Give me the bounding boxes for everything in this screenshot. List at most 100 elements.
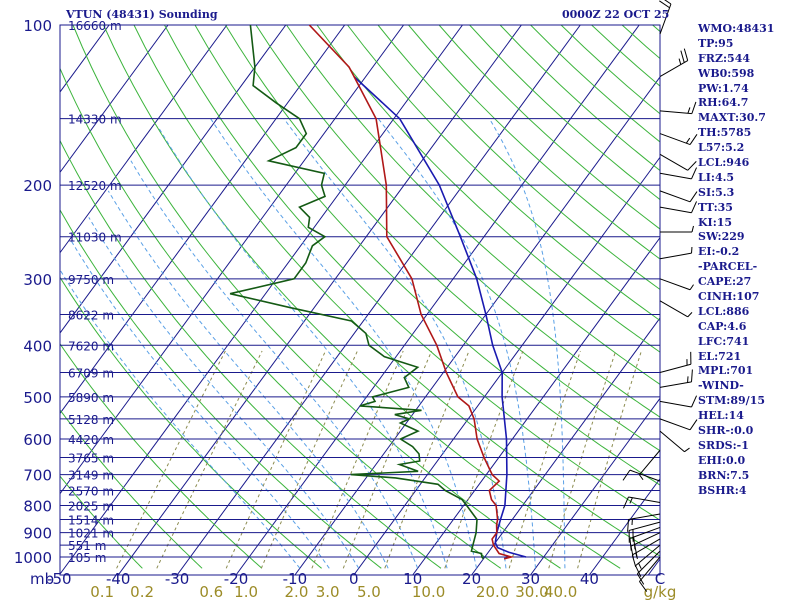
moist-adiabat-line (130, 160, 419, 569)
isotherm-line (60, 25, 169, 174)
isotherm-line (294, 76, 660, 575)
wind-barb-half-feather (685, 137, 691, 144)
mixing-ratio-tick-label: 0.6 (199, 583, 223, 600)
height-label: 4420 m (68, 433, 114, 447)
wind-barb-feather (683, 48, 689, 61)
mixing-ratio-line (548, 350, 617, 569)
wind-barb-feather (691, 395, 698, 408)
pressure-tick-label: 500 (23, 389, 52, 407)
wind-barb (659, 48, 689, 77)
wind-barb-half-feather (678, 58, 682, 65)
pressure-tick-label: 400 (23, 337, 52, 355)
height-label: 2025 m (68, 499, 114, 513)
index-item: STM:89/15 (698, 394, 765, 408)
dry-adiabat-line (60, 342, 263, 569)
dry-adiabat-line (164, 25, 660, 521)
wind-barb-staff (659, 3, 672, 35)
wind-barb (659, 369, 693, 388)
isotherm-line (117, 25, 522, 575)
wind-barb-staff (659, 381, 692, 388)
wind-barb-staff (659, 172, 692, 180)
wind-barb (639, 449, 661, 481)
index-item: BSHR:4 (698, 483, 747, 497)
temperature-line (308, 25, 515, 560)
wind-barb-staff (628, 496, 661, 504)
index-item: FRZ:544 (698, 51, 751, 65)
wind-barb-feather (635, 565, 642, 578)
temperature-tick-label: 30 (521, 570, 540, 588)
mixing-ratio-unit-label: g/kg (644, 583, 677, 600)
wind-barb (622, 469, 661, 482)
mixing-ratio-tick-label: 40.0 (544, 583, 577, 600)
mixing-ratio-tick-label: 10.0 (412, 583, 445, 600)
dry-adiabat-line (286, 25, 660, 385)
wind-barb-staff (659, 418, 691, 431)
wind-barb (628, 521, 661, 543)
wind-barb-staff (659, 400, 692, 408)
wind-barb-staff (659, 430, 685, 453)
wind-barb-staff (632, 538, 661, 556)
wind-barb-staff (659, 278, 691, 291)
dry-adiabat-line (347, 25, 660, 322)
index-item: LCL:946 (698, 156, 750, 170)
pressure-tick-label: 200 (23, 177, 52, 195)
isotherm-line (60, 25, 228, 254)
height-label: 5890 m (68, 391, 114, 405)
frame-border (59, 24, 661, 576)
wind-barb-half-feather (684, 447, 690, 453)
wind-barb (659, 167, 698, 180)
isotherm-line (530, 397, 660, 575)
wind-barb-staff (659, 300, 688, 318)
index-item: KI:15 (698, 215, 733, 229)
pressure-tick-label: 900 (23, 525, 52, 543)
wind-barb-feather (627, 519, 629, 532)
mixing-ratio-line (577, 350, 642, 569)
wind-barb-staff (639, 556, 661, 582)
index-item: L57:5.2 (698, 141, 745, 155)
wind-barb-feather (680, 50, 685, 63)
index-item: CAP:4.6 (698, 319, 747, 333)
wind-barb-staff (659, 110, 692, 115)
dewpoint-line (229, 25, 485, 560)
isotherm-line (60, 25, 287, 334)
index-item: RH:64.7 (698, 96, 749, 110)
parcel-line (353, 76, 527, 558)
wind-barb (659, 418, 698, 431)
wind-barb (659, 133, 698, 146)
wind-barb (636, 550, 661, 585)
index-item: SI:5.3 (698, 185, 735, 199)
wind-barb (639, 556, 661, 592)
dry-adiabat-line (60, 276, 322, 569)
wind-barb-staff (635, 544, 661, 567)
wind-barb-feather (691, 201, 698, 213)
wind-barb (659, 0, 672, 35)
wind-barb-staff (637, 550, 661, 575)
index-item: LFC:741 (698, 334, 750, 348)
wind-barb-feather (689, 191, 698, 203)
mixing-ratio-tick-label: 0.2 (130, 583, 154, 600)
index-item: EHI:0.0 (698, 453, 746, 467)
index-item: WB0:598 (698, 66, 755, 80)
dry-adiabat-line (60, 409, 203, 569)
index-item: CINH:107 (698, 290, 760, 304)
index-item: TT:35 (698, 200, 733, 214)
height-label: 11030 m (68, 231, 122, 245)
isotherm-line (60, 25, 405, 495)
mixing-ratio-tick-label: 3.0 (316, 583, 340, 600)
index-item: LCL:886 (698, 304, 750, 318)
index-item: WMO:48431 (698, 22, 775, 35)
moist-adiabat-line (60, 268, 301, 569)
pressure-tick-label: 100 (23, 17, 52, 35)
wind-barb-staff (659, 60, 688, 77)
index-item: LI:4.5 (698, 170, 735, 184)
mixing-ratio-line (260, 350, 358, 569)
wind-barb-staff (628, 521, 661, 531)
sounding-profiles (229, 25, 527, 560)
wind-barb-feather (689, 134, 698, 145)
dry-adiabat-line (60, 139, 442, 569)
isotherm-line (471, 317, 660, 575)
wind-barb-staff (659, 190, 691, 203)
index-item: BRN:7.5 (698, 468, 750, 482)
pressure-tick-label: 300 (23, 271, 52, 289)
